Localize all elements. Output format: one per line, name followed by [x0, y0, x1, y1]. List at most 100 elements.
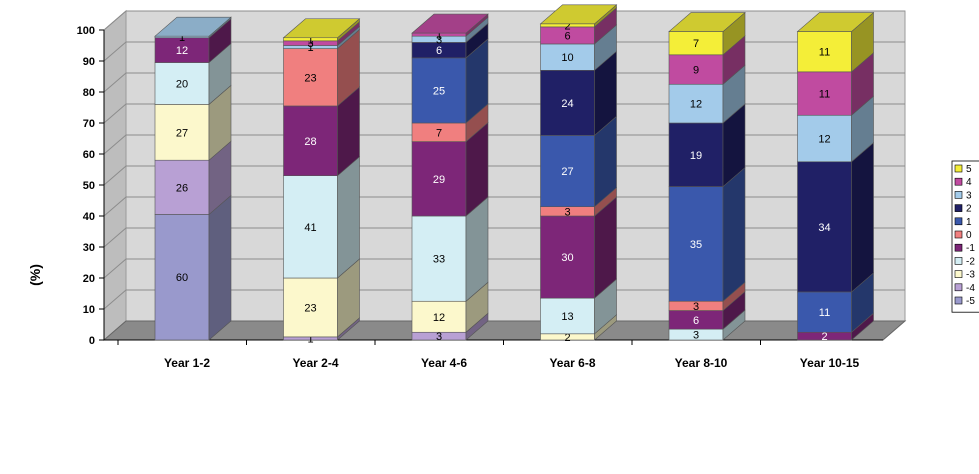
legend-swatch [954, 257, 963, 265]
bar-segment [540, 43, 595, 71]
y-tick-label: 20 [83, 273, 95, 285]
y-tick-label: 80 [83, 87, 95, 99]
legend-swatch [954, 270, 963, 278]
bar-segment [797, 31, 852, 73]
bar-segment [668, 83, 724, 124]
data-label: 1 [307, 42, 313, 54]
y-tick-label: 30 [83, 242, 95, 254]
bar-segment [668, 54, 724, 85]
legend-entry: -1 [966, 243, 975, 254]
legend-entry: 1 [966, 217, 972, 228]
bar-segment [283, 48, 338, 107]
bar-segment [797, 161, 852, 293]
legend-entry: 3 [966, 190, 972, 201]
data-label: 26 [176, 182, 188, 194]
legend-entry: -3 [966, 270, 975, 281]
legend-entry: 0 [966, 230, 972, 241]
data-label: 3 [307, 38, 313, 50]
data-label: 13 [561, 311, 573, 323]
legend-swatch [954, 283, 963, 292]
y-tick-label: 10 [83, 304, 95, 316]
data-label: 19 [690, 150, 702, 162]
legend-swatch [954, 204, 963, 212]
data-label: 12 [176, 45, 188, 57]
x-tick-label: Year 6-8 [549, 356, 595, 370]
data-label: 3 [564, 206, 570, 218]
data-label: 25 [433, 85, 445, 97]
data-label: 27 [561, 166, 573, 178]
x-tick-label: Year 2-4 [292, 356, 338, 370]
data-label: 30 [561, 252, 573, 264]
y-tick-label: 60 [83, 149, 95, 161]
data-label: 1 [436, 30, 442, 42]
gridline [103, 227, 905, 248]
data-label: 3 [693, 330, 699, 342]
data-label: 11 [819, 89, 830, 101]
bar-stack: 60 26 27 20 121 [154, 16, 232, 341]
bar-segment [154, 104, 210, 161]
bar-stack: 2 11 34 12 11 11 [796, 11, 875, 343]
x-tick-label: Year 1-2 [164, 356, 210, 370]
data-label: 28 [304, 136, 316, 148]
data-label: 1 [307, 34, 313, 46]
y-axis-label: (%) [27, 264, 43, 286]
data-label: 60 [176, 272, 188, 284]
data-label: 27 [176, 127, 188, 139]
bar-segment [411, 141, 467, 217]
x-tick-label: Year 4-6 [421, 356, 467, 370]
bars: 6026272012112341282313131233297256312133… [154, 4, 875, 345]
bar-segment [411, 57, 467, 124]
bar-segment [283, 277, 338, 338]
bar-segment [411, 300, 467, 333]
data-label: 11 [819, 47, 830, 59]
data-label: 9 [693, 65, 699, 77]
bar-segment [540, 70, 595, 136]
data-label: 6 [564, 30, 570, 42]
legend-swatch [954, 217, 963, 226]
bar-segment [797, 114, 852, 163]
data-label: 1 [307, 333, 313, 345]
data-label: 3 [436, 34, 442, 46]
data-label: 23 [304, 302, 316, 314]
data-label: 35 [690, 239, 702, 251]
bar-segment [797, 291, 852, 333]
bar-segment [797, 71, 852, 116]
y-tick-label: 0 [89, 335, 95, 347]
data-label: 10 [561, 52, 573, 64]
gridline [103, 72, 905, 93]
gridline [103, 41, 905, 62]
gridline [103, 103, 905, 124]
bar-stack: 3 6 3 35 19 12 9 7 [668, 11, 746, 342]
legend-swatch [954, 191, 963, 199]
data-label: 20 [176, 78, 188, 90]
legend-swatch [954, 177, 963, 186]
bar-top [668, 12, 746, 32]
bar-top [411, 13, 489, 34]
x-tick-label: Year 10-15 [800, 356, 860, 370]
bar-top [282, 18, 361, 39]
bar-segment [154, 159, 210, 215]
bar-segment [540, 215, 595, 299]
bar-segment [411, 215, 467, 302]
x-tick-label: Year 8-10 [675, 356, 728, 370]
gridline [103, 289, 905, 310]
legend-swatch [954, 243, 963, 252]
bar-segment [540, 135, 595, 207]
legend-entry: -2 [966, 256, 975, 267]
gridline [103, 196, 905, 217]
data-label: 12 [818, 134, 830, 146]
y-axis-ticks: 0 10 20 30 40 50 60 70 80 90 100 [77, 25, 104, 347]
bar-segment [154, 37, 210, 63]
y-tick-label: 40 [83, 211, 95, 223]
y-tick-label: 90 [83, 56, 95, 68]
bar-segment-side [208, 194, 232, 341]
data-label: 12 [690, 99, 702, 111]
gridline [103, 258, 905, 279]
gridline [103, 10, 905, 31]
data-label: 33 [433, 254, 445, 266]
bar-segment [540, 297, 595, 335]
legend: 5 4 3 2 1 0 -1 -2 -3 -4 -5 [951, 160, 979, 313]
